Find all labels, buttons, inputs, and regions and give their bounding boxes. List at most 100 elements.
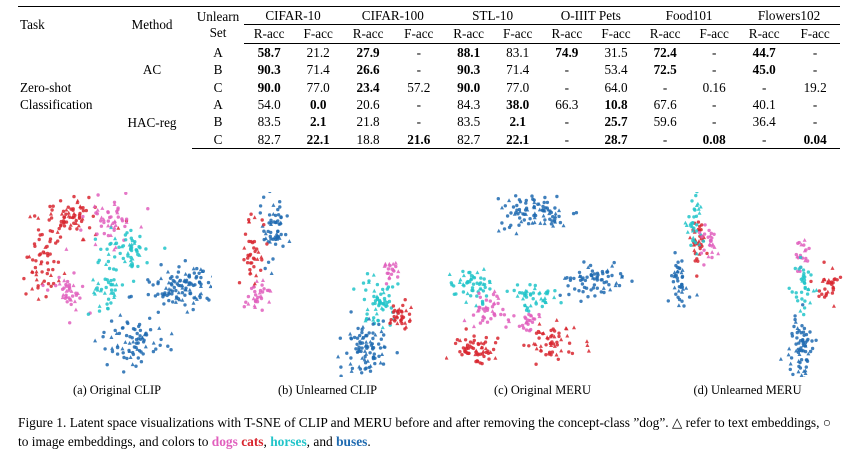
horses-point (480, 301, 485, 305)
cats-point (57, 226, 61, 231)
dogs-point (57, 275, 61, 280)
buses-point (124, 333, 129, 338)
cats-point (56, 278, 61, 283)
horses-point (521, 296, 526, 301)
horses-point (105, 247, 109, 251)
value-cell: - (416, 44, 421, 60)
buses-point (210, 274, 212, 278)
horses-point (136, 264, 140, 269)
horses-point (481, 267, 486, 271)
horses-point (528, 303, 533, 308)
buses-cluster (127, 259, 212, 314)
horses-point (138, 234, 142, 239)
horses-point (458, 277, 463, 282)
cats-point (481, 349, 486, 354)
dogs-point (146, 207, 150, 211)
cats-point (474, 359, 478, 364)
buses-point (810, 339, 814, 343)
dogs-point (80, 284, 85, 289)
horses-point (119, 244, 124, 249)
buses-point (156, 292, 160, 296)
buses-point (514, 194, 518, 198)
buses-point (362, 349, 367, 353)
buses-point (677, 297, 682, 302)
horses-point (380, 325, 385, 330)
buses-point (360, 327, 364, 332)
buses-point (674, 263, 678, 268)
horses-point (695, 223, 699, 227)
buses-point (137, 324, 141, 329)
buses-point (164, 286, 169, 290)
buses-point (198, 295, 202, 300)
cats-point (237, 281, 242, 285)
buses-cluster (666, 251, 700, 308)
buses-point (206, 280, 211, 285)
value-cell: 90.3 (257, 62, 281, 78)
buses-point (360, 355, 365, 360)
dogs-point (712, 232, 716, 236)
unlearn-set-cell: C (192, 130, 244, 150)
value-cell: 64.0 (604, 79, 628, 95)
buses-point (134, 341, 139, 345)
buses-point (135, 331, 139, 336)
dogs-point (99, 215, 104, 220)
cats-point (555, 343, 559, 347)
buses-point (377, 322, 381, 327)
buses-point (269, 218, 273, 222)
dogs-point (101, 217, 106, 222)
dogs-cluster (794, 237, 811, 273)
value-cell: 53.4 (604, 62, 628, 78)
cats-point (254, 273, 259, 278)
horses-point (794, 295, 799, 299)
dogs-point (252, 303, 257, 308)
cats-point (487, 357, 491, 361)
dogs-point (709, 239, 713, 243)
horses-point (697, 242, 702, 247)
cats-point (66, 210, 71, 215)
cats-point (475, 352, 480, 356)
dogs-point (253, 289, 257, 294)
dogs-point (102, 220, 106, 225)
figure-caption: Figure 1. Latent space visualizations wi… (18, 413, 843, 451)
scatter-original-meru (445, 194, 634, 366)
cats-point (22, 276, 26, 281)
value-cell: 21.8 (356, 114, 380, 130)
horses-cluster (505, 283, 563, 313)
cats-point (59, 211, 64, 216)
dogs-point (794, 252, 798, 257)
horses-point (809, 273, 813, 277)
horses-point (144, 247, 148, 251)
value-cell: - (541, 130, 592, 150)
value-cell: 27.9 (356, 44, 380, 60)
dogs-point (471, 324, 476, 329)
dogs-point (702, 232, 707, 236)
buses-point (162, 302, 166, 306)
horses-point (382, 296, 387, 301)
cats-point (66, 205, 70, 209)
buses-point (263, 266, 267, 271)
value-cell: - (564, 62, 570, 78)
value-cell: - (662, 79, 668, 95)
buses-point (676, 288, 681, 293)
value-cell: 21.2 (306, 44, 330, 60)
cats-point (91, 214, 96, 218)
buses-point (166, 280, 171, 285)
buses-point (93, 338, 98, 343)
horses-point (552, 295, 557, 300)
horses-point (125, 251, 130, 255)
buses-point (509, 223, 513, 227)
dogs-point (393, 260, 398, 265)
cats-point (480, 346, 484, 350)
horses-point (531, 291, 536, 295)
cats-point (392, 314, 396, 319)
buses-point (193, 283, 197, 287)
cats-point (548, 341, 553, 346)
dogs-point (462, 318, 467, 323)
dogs-point (99, 219, 103, 223)
buses-point (540, 208, 545, 213)
horses-point (695, 192, 699, 194)
dogs-point (257, 290, 262, 295)
horses-point (694, 214, 699, 218)
buses-point (581, 276, 585, 280)
buses-point (371, 346, 375, 350)
